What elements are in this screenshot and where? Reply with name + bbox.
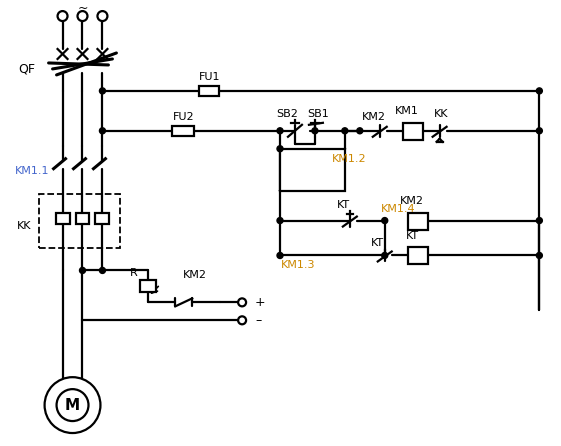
Text: ~: ~ — [77, 2, 88, 15]
Text: KM1.4: KM1.4 — [380, 203, 415, 214]
Circle shape — [312, 128, 318, 134]
Text: R: R — [130, 268, 137, 278]
Bar — [408, 213, 427, 230]
Circle shape — [381, 218, 388, 223]
Bar — [56, 213, 70, 223]
Text: KM1.3: KM1.3 — [280, 260, 315, 270]
Text: KT: KT — [337, 200, 351, 210]
Bar — [95, 213, 109, 223]
Bar — [140, 281, 157, 293]
Text: FU2: FU2 — [172, 112, 194, 122]
Circle shape — [536, 128, 542, 134]
Circle shape — [238, 298, 246, 306]
Text: KM1: KM1 — [395, 106, 419, 116]
Circle shape — [357, 128, 363, 134]
Text: KK: KK — [17, 221, 31, 231]
Circle shape — [277, 128, 283, 134]
Circle shape — [77, 11, 88, 21]
Circle shape — [57, 389, 89, 421]
Circle shape — [44, 377, 100, 433]
Circle shape — [277, 218, 283, 223]
Bar — [172, 126, 194, 136]
Bar — [76, 213, 89, 223]
Text: KM1.1: KM1.1 — [15, 165, 49, 176]
Text: FU1: FU1 — [199, 72, 220, 82]
Circle shape — [99, 128, 105, 134]
Bar — [280, 149, 345, 190]
Text: KM1.2: KM1.2 — [332, 154, 366, 164]
Text: KK: KK — [434, 109, 449, 119]
Circle shape — [80, 268, 85, 273]
Bar — [39, 194, 121, 248]
Bar — [408, 248, 427, 264]
Text: KM2: KM2 — [399, 196, 424, 206]
Text: KT: KT — [406, 231, 419, 240]
Text: –: – — [255, 314, 261, 327]
Bar — [199, 86, 219, 96]
Circle shape — [536, 88, 542, 94]
Text: KT: KT — [371, 238, 384, 248]
Circle shape — [342, 128, 348, 134]
Circle shape — [99, 88, 105, 94]
Bar — [403, 123, 422, 140]
Text: KM2: KM2 — [362, 112, 386, 122]
Circle shape — [536, 252, 542, 259]
Circle shape — [277, 252, 283, 259]
Circle shape — [238, 316, 246, 324]
Circle shape — [99, 268, 105, 273]
Circle shape — [277, 146, 283, 152]
Text: SB2: SB2 — [276, 109, 298, 119]
Circle shape — [536, 218, 542, 223]
Circle shape — [381, 252, 388, 259]
Text: SB1: SB1 — [307, 109, 329, 119]
Text: QF: QF — [19, 62, 36, 75]
Text: M: M — [65, 397, 80, 413]
Text: KM2: KM2 — [183, 270, 207, 281]
Circle shape — [58, 11, 67, 21]
Circle shape — [98, 11, 108, 21]
Text: +: + — [255, 296, 266, 309]
